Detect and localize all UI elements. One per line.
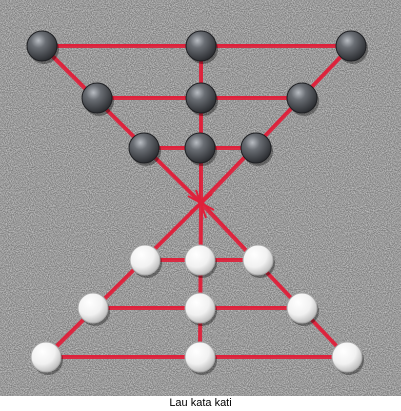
dark-piece[interactable] (81, 82, 114, 116)
light-piece[interactable] (184, 244, 217, 278)
board-line (201, 201, 347, 357)
piece-body (184, 244, 216, 276)
piece-body (185, 30, 217, 62)
board-line (44, 201, 203, 357)
piece-body (128, 132, 160, 164)
dark-piece[interactable] (240, 132, 273, 166)
piece-body (184, 292, 216, 324)
piece-body (81, 82, 113, 114)
game-title: Lau kata kati (0, 396, 401, 411)
dark-piece[interactable] (335, 30, 368, 64)
piece-body (286, 82, 318, 114)
dark-piece[interactable] (128, 132, 161, 166)
piece-body (335, 30, 367, 62)
light-piece[interactable] (129, 244, 162, 278)
piece-body (77, 292, 109, 324)
piece-body (184, 132, 216, 164)
board-line (198, 201, 203, 357)
board-line (199, 44, 353, 203)
light-piece[interactable] (77, 292, 110, 326)
piece-body (240, 132, 272, 164)
light-piece[interactable] (30, 341, 63, 375)
dark-piece[interactable] (286, 82, 319, 116)
piece-body (242, 244, 274, 276)
piece-body (184, 341, 216, 373)
board-line (42, 44, 201, 203)
dark-piece[interactable] (185, 30, 218, 64)
piece-body (331, 341, 363, 373)
light-piece[interactable] (184, 341, 217, 375)
piece-body (129, 244, 161, 276)
piece-body (185, 82, 217, 114)
light-piece[interactable] (331, 341, 364, 375)
board-pieces (26, 30, 368, 375)
game-board (0, 0, 401, 396)
dark-piece[interactable] (185, 82, 218, 116)
light-piece[interactable] (184, 292, 217, 326)
piece-body (26, 30, 58, 62)
dark-piece[interactable] (26, 30, 59, 64)
dark-piece[interactable] (184, 132, 217, 166)
light-piece[interactable] (242, 244, 275, 278)
board-line (199, 44, 203, 203)
piece-body (30, 341, 62, 373)
empty-point[interactable] (198, 200, 204, 206)
piece-body (286, 292, 318, 324)
board-lines (40, 44, 353, 359)
light-piece[interactable] (286, 292, 319, 326)
